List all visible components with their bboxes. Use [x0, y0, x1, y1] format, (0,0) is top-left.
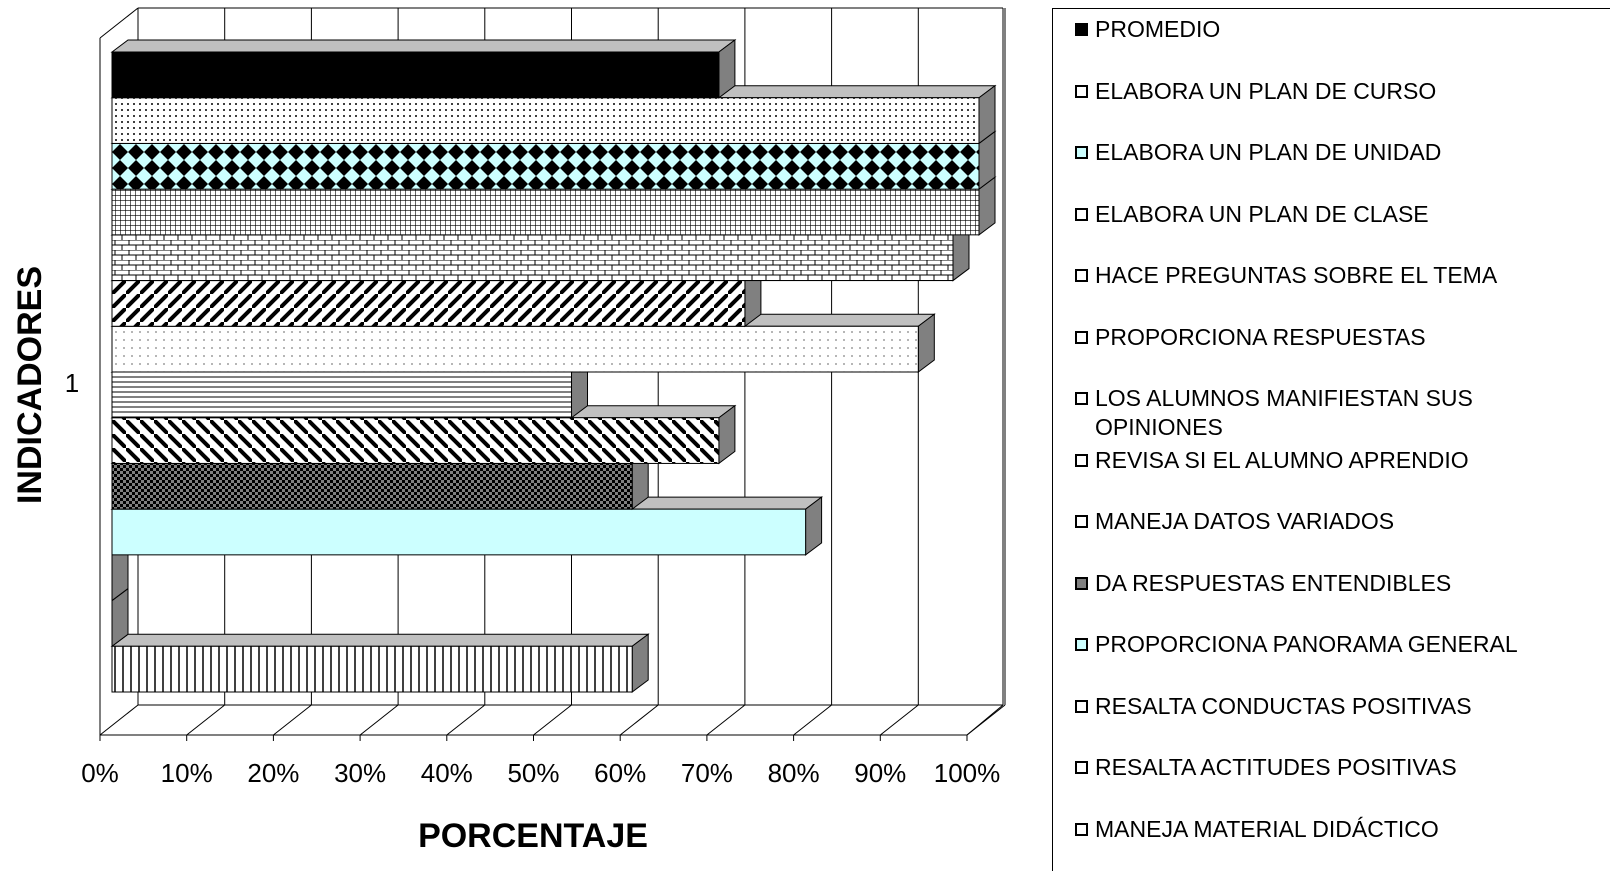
legend-swatch	[1075, 146, 1088, 159]
legend-label: DA RESPUESTAS ENTENDIBLES	[1095, 569, 1452, 596]
x-tick-label: 70%	[681, 758, 733, 788]
legend-label: REVISA SI EL ALUMNO APRENDIO	[1095, 446, 1469, 473]
bar-top	[110, 39, 737, 53]
x-tick-label: 80%	[768, 758, 820, 788]
legend-label: MANEJA MATERIAL DIDÁCTICO	[1095, 815, 1439, 842]
floor-line	[273, 704, 312, 736]
bar-pattern	[112, 280, 745, 327]
legend-swatch	[1075, 576, 1088, 590]
legend-label: RESALTA CONDUCTAS POSITIVAS	[1095, 692, 1472, 719]
floor-line	[446, 704, 486, 736]
x-tick-label: 20%	[247, 758, 299, 788]
legend-entry: ELABORA UN PLAN DE CLASE	[1075, 200, 1545, 229]
legend-entry: HACE PREGUNTAS SOBRE EL TEMA	[1075, 261, 1545, 290]
legend-entry: ELABORA UN PLAN DE CURSO	[1075, 77, 1545, 106]
legend-entry: MANEJA DATOS VARIADOS	[1075, 507, 1545, 536]
legend: PROMEDIO ELABORA UN PLAN DE CURSO ELABORA …	[1052, 8, 1610, 871]
legend-swatch	[1075, 392, 1088, 405]
legend-swatch	[1075, 453, 1088, 467]
legend-entry: ELABORA UN PLAN DE UNIDAD	[1075, 138, 1545, 167]
legend-label: ELABORA UN PLAN DE UNIDAD	[1095, 139, 1442, 165]
legend-swatch	[1075, 23, 1088, 36]
chart: 1 INDICADORES PORCENTAJE 0% 10% 20% 30% 40% 5…	[11, 7, 1006, 855]
bar-pattern	[112, 646, 633, 692]
legend-label: ELABORA UN PLAN DE CURSO	[1095, 77, 1437, 104]
legend-label: ELABORA UN PLAN DE CLASE	[1095, 200, 1429, 227]
y-axis-title: INDICADORES	[11, 266, 49, 504]
legend-label: LOS ALUMNOS MANIFIESTAN SUS OPINIONES	[1095, 385, 1473, 440]
legend-swatch	[1075, 822, 1088, 836]
legend-entry: PROMEDIO	[1075, 15, 1545, 44]
bar-pattern	[112, 372, 572, 418]
bar-pattern	[112, 189, 979, 235]
legend-entry: RESALTA CONDUCTAS POSITIVAS	[1075, 692, 1545, 721]
legend-entry: PROPORCIONA RESPUESTAS	[1075, 323, 1545, 352]
x-tick-label: 30%	[334, 758, 386, 788]
floor-line	[533, 704, 572, 736]
floor-line	[99, 704, 139, 736]
legend-swatch	[1075, 207, 1088, 221]
legend-entry: LOS ALUMNOS MANIFIESTAN SUS OPINIONES	[1075, 384, 1545, 442]
bar-pattern	[112, 97, 979, 144]
bar-pattern	[112, 234, 953, 281]
legend-swatch	[1075, 761, 1088, 774]
legend-label: MANEJA DATOS VARIADOS	[1095, 508, 1395, 534]
legend-swatch	[1075, 699, 1088, 713]
x-axis-title: PORCENTAJE	[418, 817, 648, 855]
x-tick-label: 10%	[161, 758, 213, 788]
legend-swatch	[1075, 84, 1088, 98]
floor-line	[359, 704, 399, 736]
floor-line	[793, 704, 832, 736]
legend-entry: MANEJA MATERIAL DIDÁCTICO	[1075, 815, 1545, 844]
floor-line	[879, 704, 919, 736]
floor-line	[706, 704, 746, 736]
legend-label: PROMEDIO	[1095, 16, 1221, 42]
legend-entry: DA RESPUESTAS ENTENDIBLES	[1075, 569, 1545, 598]
legend-entry: RESALTA ACTITUDES POSITIVAS	[1075, 753, 1545, 782]
bar-pattern	[112, 326, 919, 372]
floor-line	[619, 704, 659, 736]
legend-label: RESALTA ACTITUDES POSITIVAS	[1095, 754, 1457, 780]
floor-line	[966, 704, 1006, 736]
legend-swatch	[1075, 638, 1088, 651]
legend-label: PROPORCIONA PANORAMA GENERAL	[1095, 631, 1518, 657]
x-tick-label: 40%	[421, 758, 473, 788]
legend-entry: REVISA SI EL ALUMNO APRENDIO	[1075, 446, 1545, 475]
bar	[111, 508, 807, 556]
category-label: 1	[65, 368, 79, 398]
x-tick-label: 60%	[594, 758, 646, 788]
floor-line	[186, 704, 226, 736]
legend-label: HACE PREGUNTAS SOBRE EL TEMA	[1095, 262, 1498, 288]
legend-label: PROPORCIONA RESPUESTAS	[1095, 323, 1426, 350]
x-tick-label: 0%	[81, 758, 119, 788]
bar-top	[110, 633, 650, 647]
x-tick-label: 50%	[507, 758, 559, 788]
legend-swatch	[1075, 330, 1088, 344]
x-tick-label: 90%	[854, 758, 906, 788]
bar-pattern	[112, 417, 719, 464]
legend-swatch	[1075, 269, 1088, 282]
bar-pattern	[112, 143, 979, 190]
legend-entry: PROPORCIONA PANORAMA GENERAL	[1075, 630, 1545, 659]
legend-swatch	[1075, 515, 1088, 528]
x-tick-label: 100%	[934, 758, 1001, 788]
bar-pattern	[112, 463, 633, 510]
bar	[111, 51, 720, 99]
